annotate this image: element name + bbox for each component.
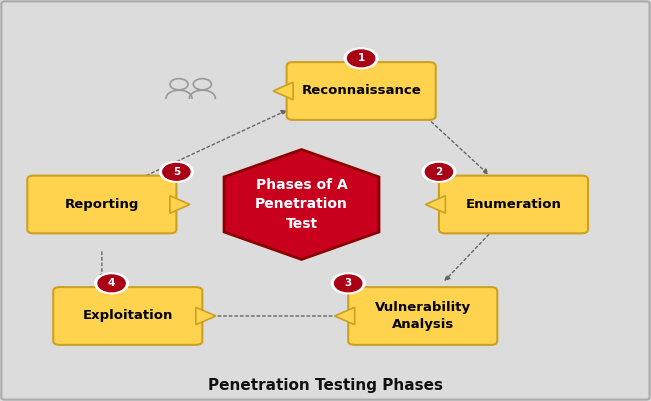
- Polygon shape: [196, 307, 216, 325]
- FancyBboxPatch shape: [439, 176, 588, 233]
- Text: Exploitation: Exploitation: [83, 310, 173, 322]
- Circle shape: [344, 48, 378, 69]
- Text: 1: 1: [357, 53, 365, 63]
- Text: 3: 3: [344, 278, 352, 288]
- Circle shape: [348, 50, 375, 67]
- Text: 5: 5: [173, 167, 180, 177]
- Circle shape: [422, 162, 456, 182]
- Polygon shape: [170, 196, 190, 213]
- Circle shape: [159, 162, 193, 182]
- Circle shape: [163, 164, 190, 180]
- Text: Vulnerability
Analysis: Vulnerability Analysis: [375, 301, 471, 331]
- Text: 4: 4: [108, 278, 115, 288]
- Text: Reporting: Reporting: [64, 198, 139, 211]
- Text: Enumeration: Enumeration: [465, 198, 561, 211]
- Text: Phases of A
Penetration
Test: Phases of A Penetration Test: [255, 178, 348, 231]
- Circle shape: [95, 273, 128, 294]
- FancyBboxPatch shape: [348, 287, 497, 345]
- Circle shape: [331, 273, 365, 294]
- Polygon shape: [426, 196, 445, 213]
- Circle shape: [98, 275, 125, 292]
- Polygon shape: [224, 150, 379, 259]
- FancyBboxPatch shape: [53, 287, 202, 345]
- Text: Penetration Testing Phases: Penetration Testing Phases: [208, 378, 443, 393]
- Text: 2: 2: [436, 167, 443, 177]
- Polygon shape: [335, 307, 355, 325]
- Text: Reconnaissance: Reconnaissance: [301, 85, 421, 97]
- Polygon shape: [273, 82, 293, 100]
- FancyBboxPatch shape: [286, 62, 436, 120]
- Circle shape: [425, 164, 452, 180]
- Circle shape: [335, 275, 362, 292]
- FancyBboxPatch shape: [27, 176, 176, 233]
